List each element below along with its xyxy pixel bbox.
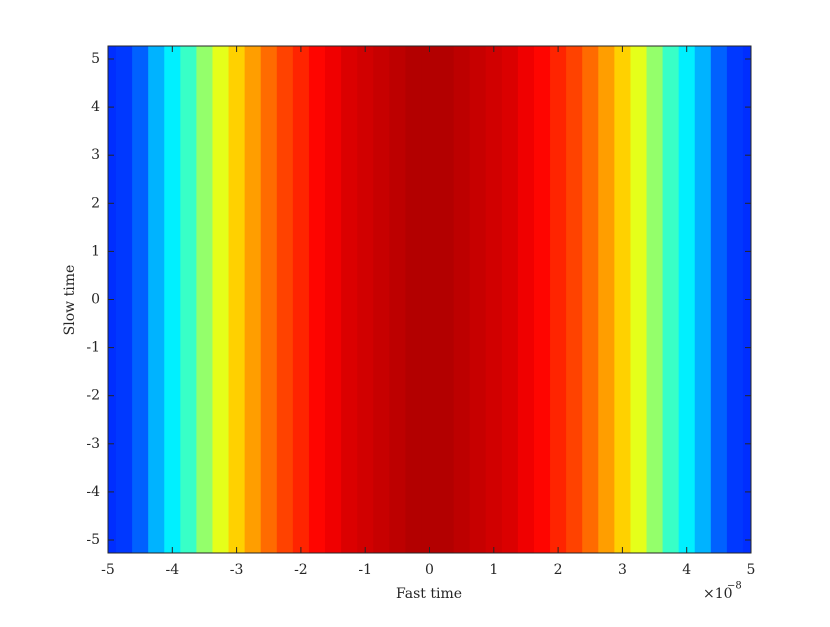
heat-cell — [517, 46, 535, 553]
y-tick-label: 5 — [91, 51, 100, 67]
x-tick-label: 0 — [425, 562, 434, 578]
heat-cell — [196, 46, 213, 553]
x-tick-label: 2 — [554, 562, 563, 578]
heat-cell — [501, 46, 519, 553]
heat-cell — [373, 46, 390, 553]
x-tick-label: -3 — [230, 562, 244, 578]
x-tick-label: 1 — [489, 562, 498, 578]
heat-cell — [646, 46, 664, 553]
heat-cell — [164, 46, 181, 553]
heat-cell — [244, 46, 262, 553]
heat-cell — [550, 46, 567, 553]
y-tick-label: -4 — [86, 484, 100, 500]
x-tick-label: -4 — [165, 562, 179, 578]
heat-cell — [630, 46, 648, 553]
heat-cell — [469, 46, 487, 553]
heat-cell — [212, 46, 230, 553]
heat-cell — [694, 46, 712, 553]
heat-cell — [614, 46, 631, 553]
heat-cell — [341, 46, 358, 553]
heat-cell — [405, 46, 422, 553]
y-tick-label: 1 — [91, 243, 100, 259]
heat-cell — [598, 46, 615, 553]
x-tick-label: 5 — [747, 562, 756, 578]
heat-cell — [228, 46, 246, 553]
heat-cell — [582, 46, 599, 553]
x-tick-label: -5 — [101, 562, 115, 578]
heat-cell — [116, 46, 133, 553]
y-tick-label: 2 — [91, 195, 100, 211]
y-tick-label: -1 — [86, 340, 100, 356]
heat-cell — [662, 46, 680, 553]
x-multiplier-base: ×10 — [703, 586, 733, 602]
y-tick-label: 0 — [91, 292, 100, 308]
x-tick-label: -1 — [358, 562, 372, 578]
y-axis-label: Slow time — [62, 265, 78, 336]
heat-cell — [132, 46, 149, 553]
heat-cell — [710, 46, 728, 553]
heat-cell — [357, 46, 374, 553]
y-tick-label: 4 — [91, 99, 100, 115]
y-tick-label: -2 — [86, 388, 100, 404]
x-tick-label: 4 — [682, 562, 691, 578]
heat-cell — [437, 46, 455, 553]
heat-cell — [485, 46, 503, 553]
y-tick-label: -3 — [86, 436, 100, 452]
heat-cell — [260, 46, 278, 553]
heat-cell — [453, 46, 471, 553]
x-tick-label: -2 — [294, 562, 308, 578]
heat-cell — [308, 46, 326, 553]
y-tick-label: -5 — [86, 532, 100, 548]
heat-cell — [566, 46, 583, 553]
heat-cell — [389, 46, 406, 553]
x-multiplier-exponent: −8 — [727, 581, 742, 592]
heat-cell — [148, 46, 165, 553]
heat-cell — [180, 46, 197, 553]
y-tick-label: 3 — [91, 147, 100, 163]
heat-cell — [325, 46, 342, 553]
heat-cell — [292, 46, 310, 553]
x-axis-label: Fast time — [396, 586, 462, 602]
heat-cell — [276, 46, 294, 553]
x-tick-label: 3 — [618, 562, 627, 578]
heat-cell — [726, 46, 744, 553]
heat-cell — [421, 46, 439, 553]
heat-cell — [533, 46, 551, 553]
heat-cell — [678, 46, 696, 553]
